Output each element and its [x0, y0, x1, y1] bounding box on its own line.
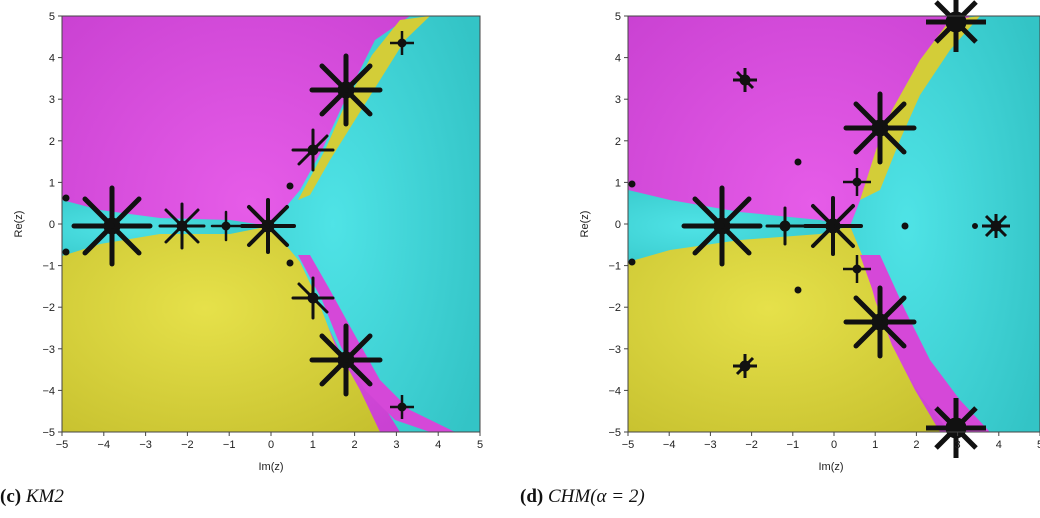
y-tick-label: −2 — [608, 302, 621, 314]
x-tick-label: 0 — [831, 439, 837, 451]
x-tick-label: −2 — [745, 439, 758, 451]
caption-c: (c) KM2 — [0, 486, 64, 508]
y-tick-label: 3 — [49, 94, 55, 106]
y-tick-label: −2 — [42, 302, 55, 314]
x-tick-label: 4 — [435, 439, 441, 451]
y-tick-label: −4 — [42, 385, 55, 397]
y-tick-label: 5 — [49, 11, 55, 23]
x-tick-label: 3 — [955, 439, 961, 451]
x-axis-label-d: Im(z) — [818, 461, 843, 473]
cyan-basin — [270, 16, 480, 432]
x-tick-label: 2 — [352, 439, 358, 451]
x-tick-label: 2 — [913, 439, 919, 451]
y-tick-label: −4 — [608, 385, 621, 397]
yellow-basin — [62, 226, 380, 432]
caption-label-d: (d) — [520, 486, 544, 507]
y-tick-label: 4 — [49, 53, 55, 65]
y-tick-label: 4 — [615, 53, 621, 65]
y-ticks-c: 5 4 3 2 1 0 −1 −2 −3 −4 −5 — [42, 11, 62, 439]
panel-c: −5 −4 −3 −2 −1 0 1 2 3 4 5 5 4 3 2 1 0 −1 −2 −3 −4 −5 Im(z) … — [0, 11, 483, 508]
y-tick-label: −3 — [608, 344, 621, 356]
y-tick-label: 0 — [615, 219, 621, 231]
caption-text-d: CHM(α = 2) — [547, 486, 645, 507]
x-tick-label: 5 — [477, 439, 483, 451]
y-tick-label: 2 — [49, 136, 55, 148]
x-tick-label: 4 — [996, 439, 1002, 451]
x-tick-label: 3 — [393, 439, 399, 451]
x-tick-label: 0 — [268, 439, 274, 451]
x-tick-label: −4 — [663, 439, 676, 451]
cyan-basin — [850, 16, 1040, 432]
y-ticks-d: 5 4 3 2 1 0 −1 −2 −3 −4 −5 — [608, 11, 628, 439]
x-ticks-c: −5 −4 −3 −2 −1 0 1 2 3 4 5 — [56, 432, 483, 451]
y-tick-label: 2 — [615, 136, 621, 148]
fractal-nodes — [628, 0, 1010, 458]
y-tick-label: 1 — [49, 177, 55, 189]
x-tick-label: −4 — [98, 439, 111, 451]
yellow-basin — [628, 226, 940, 432]
caption-text-c: KM2 — [25, 486, 64, 507]
caption-d: (d) CHM(α = 2) — [520, 486, 645, 508]
fractal-nodes — [62, 31, 414, 419]
y-tick-label: 1 — [615, 177, 621, 189]
x-ticks-d: −5 −4 −3 −2 −1 0 1 2 3 4 5 — [622, 432, 1040, 451]
x-tick-label: 1 — [310, 439, 316, 451]
x-tick-label: −1 — [787, 439, 800, 451]
y-tick-label: −3 — [42, 344, 55, 356]
x-tick-label: −1 — [223, 439, 236, 451]
y-tick-label: −1 — [608, 261, 621, 273]
x-tick-label: −3 — [139, 439, 152, 451]
x-axis-label-c: Im(z) — [258, 461, 283, 473]
x-tick-label: 5 — [1037, 439, 1040, 451]
y-tick-label: 0 — [49, 219, 55, 231]
y-tick-label: −1 — [42, 261, 55, 273]
y-axis-label-c: Re(z) — [13, 211, 25, 238]
x-tick-label: −2 — [181, 439, 194, 451]
y-tick-label: −5 — [42, 427, 55, 439]
x-tick-label: −5 — [56, 439, 69, 451]
x-tick-label: −5 — [622, 439, 635, 451]
caption-label-c: (c) — [0, 486, 22, 507]
y-tick-label: 5 — [615, 11, 621, 23]
y-tick-label: −5 — [608, 427, 621, 439]
x-tick-label: 1 — [872, 439, 878, 451]
y-tick-label: 3 — [615, 94, 621, 106]
y-axis-label-d: Re(z) — [579, 211, 591, 238]
x-tick-label: −3 — [704, 439, 717, 451]
